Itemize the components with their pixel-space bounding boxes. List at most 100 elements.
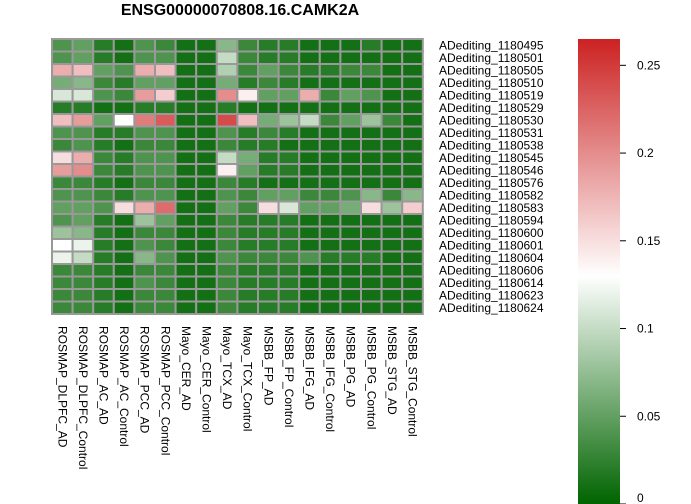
heatmap-cell	[154, 200, 177, 215]
heatmap-cell	[236, 250, 259, 265]
column-label: MSBB_PG_AD	[344, 326, 358, 408]
heatmap-cell	[112, 125, 136, 140]
heatmap-cell	[277, 50, 301, 65]
row-label: ADediting_1180510	[439, 76, 544, 90]
column-label: Mayo_CER_AD	[179, 326, 193, 411]
heatmap-cell	[154, 125, 177, 140]
heatmap-cell	[339, 63, 362, 78]
heatmap-cell	[236, 275, 259, 290]
heatmap-cell	[154, 163, 177, 178]
heatmap-cell	[339, 238, 362, 253]
heatmap-cell	[174, 175, 198, 190]
heatmap-cell	[257, 75, 280, 90]
heatmap-cell	[215, 38, 239, 53]
heatmap-cell	[298, 263, 321, 278]
heatmap-cell	[71, 50, 95, 65]
heatmap-cell	[380, 238, 404, 253]
heatmap-cell	[174, 225, 198, 240]
row-label: ADediting_1180582	[439, 188, 544, 202]
heatmap-cell	[71, 38, 95, 53]
heatmap-cell	[51, 50, 74, 65]
heatmap-cell	[298, 238, 321, 253]
heatmap-cell	[257, 188, 280, 203]
row-label: ADediting_1180495	[439, 38, 544, 52]
heatmap-cell	[298, 125, 321, 140]
legend-tick-label: 0.15	[637, 234, 661, 248]
heatmap-cell	[195, 125, 218, 140]
column-label: Mayo_CER_Control	[200, 326, 214, 433]
heatmap-cell	[112, 300, 136, 315]
heatmap-cell	[360, 238, 383, 253]
heatmap-cell	[154, 225, 177, 240]
heatmap-cell	[195, 213, 218, 228]
heatmap-cell	[236, 213, 259, 228]
heatmap-cell	[215, 250, 239, 265]
heatmap-cell	[133, 150, 156, 165]
heatmap-cell	[236, 163, 259, 178]
heatmap-cell	[401, 88, 424, 103]
heatmap-cell	[360, 288, 383, 303]
heatmap-cell	[133, 275, 156, 290]
heatmap-cell	[112, 175, 136, 190]
heatmap-cell	[257, 213, 280, 228]
heatmap-cell	[112, 250, 136, 265]
heatmap-cell	[112, 100, 136, 115]
heatmap-cell	[51, 300, 74, 315]
heatmap-cell	[174, 38, 198, 53]
row-label: ADediting_1180505	[439, 63, 544, 77]
heatmap-cell	[318, 188, 342, 203]
heatmap-cell	[51, 275, 74, 290]
heatmap-cell	[133, 238, 156, 253]
heatmap-cell	[277, 75, 301, 90]
row-label: ADediting_1180529	[439, 101, 544, 115]
heatmap-cell	[257, 300, 280, 315]
heatmap-cell	[195, 263, 218, 278]
heatmap-cell	[339, 188, 362, 203]
heatmap-cell	[51, 100, 74, 115]
heatmap-cell	[51, 263, 74, 278]
heatmap-cell	[360, 125, 383, 140]
heatmap-cell	[277, 200, 301, 215]
heatmap-cell	[51, 75, 74, 90]
heatmap-cell	[318, 213, 342, 228]
heatmap-cell	[318, 288, 342, 303]
heatmap-cell	[71, 100, 95, 115]
heatmap-cell	[154, 75, 177, 90]
heatmap-cell	[360, 138, 383, 153]
heatmap-cell	[360, 213, 383, 228]
column-label: MSBB_FP_Control	[282, 326, 296, 427]
heatmap-cell	[133, 175, 156, 190]
heatmap-cell	[401, 300, 424, 315]
heatmap-cell	[277, 100, 301, 115]
heatmap-cell	[195, 200, 218, 215]
column-label: MSBB_FP_AD	[261, 326, 275, 406]
heatmap-cell	[318, 50, 342, 65]
heatmap-cell	[112, 275, 136, 290]
row-label: ADediting_1180624	[439, 301, 544, 315]
heatmap-cell	[112, 263, 136, 278]
heatmap-cell	[339, 138, 362, 153]
heatmap-cell	[277, 275, 301, 290]
heatmap-cell	[298, 250, 321, 265]
heatmap-cell	[51, 200, 74, 215]
heatmap-cell	[318, 63, 342, 78]
color-legend-ticks: 0 0.05 0.1 0.15 0.2 0.25	[620, 58, 661, 504]
heatmap-cell	[277, 288, 301, 303]
row-label: ADediting_1180583	[439, 201, 544, 215]
heatmap-cell	[51, 238, 74, 253]
heatmap-cell	[339, 175, 362, 190]
heatmap-cell	[71, 75, 95, 90]
heatmap-cell	[257, 250, 280, 265]
heatmap-cell	[257, 238, 280, 253]
heatmap-cell	[360, 163, 383, 178]
heatmap-cell	[112, 75, 136, 90]
heatmap-cell	[257, 263, 280, 278]
heatmap-cell	[154, 300, 177, 315]
heatmap-cell	[236, 150, 259, 165]
heatmap-cell	[401, 163, 424, 178]
heatmap-cell	[277, 138, 301, 153]
heatmap-cell	[71, 288, 95, 303]
heatmap-cell	[195, 88, 218, 103]
heatmap-cell	[71, 263, 95, 278]
